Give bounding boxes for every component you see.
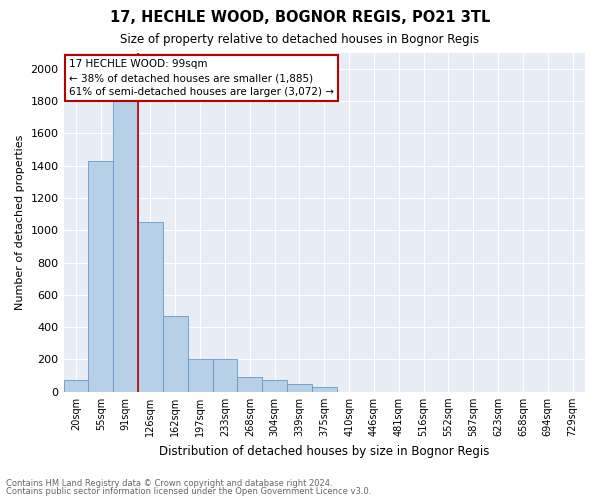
- Y-axis label: Number of detached properties: Number of detached properties: [15, 134, 25, 310]
- Bar: [287, 384, 312, 392]
- Bar: [188, 360, 212, 392]
- Bar: [312, 387, 337, 392]
- Bar: [64, 380, 88, 392]
- Bar: [262, 380, 287, 392]
- Text: Contains public sector information licensed under the Open Government Licence v3: Contains public sector information licen…: [6, 487, 371, 496]
- Bar: [212, 360, 238, 392]
- Text: Contains HM Land Registry data © Crown copyright and database right 2024.: Contains HM Land Registry data © Crown c…: [6, 478, 332, 488]
- Bar: [238, 378, 262, 392]
- Bar: [113, 90, 138, 392]
- Bar: [138, 222, 163, 392]
- Text: 17 HECHLE WOOD: 99sqm
← 38% of detached houses are smaller (1,885)
61% of semi-d: 17 HECHLE WOOD: 99sqm ← 38% of detached …: [69, 60, 334, 98]
- Text: Size of property relative to detached houses in Bognor Regis: Size of property relative to detached ho…: [121, 32, 479, 46]
- Text: 17, HECHLE WOOD, BOGNOR REGIS, PO21 3TL: 17, HECHLE WOOD, BOGNOR REGIS, PO21 3TL: [110, 10, 490, 25]
- Bar: [88, 161, 113, 392]
- X-axis label: Distribution of detached houses by size in Bognor Regis: Distribution of detached houses by size …: [159, 444, 490, 458]
- Bar: [163, 316, 188, 392]
